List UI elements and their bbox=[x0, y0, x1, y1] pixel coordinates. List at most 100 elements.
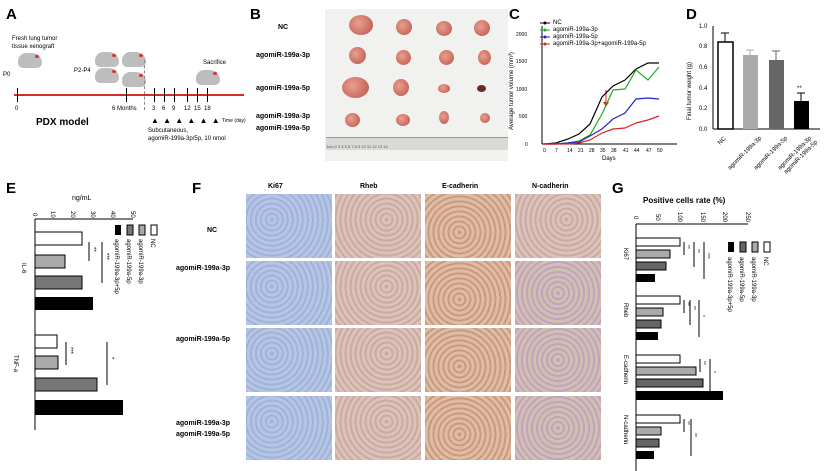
ruler: 1cm 2 3 4 5 6 7 8 9 10 11 12 13 14 bbox=[326, 137, 508, 150]
svg-text:0.6: 0.6 bbox=[699, 65, 708, 71]
bar-chart-e: 0 10 20 30 40 50 IL-6 TNF-a ** *** *** *… bbox=[12, 211, 158, 430]
ihc-image bbox=[425, 194, 511, 258]
ihc-image bbox=[335, 396, 421, 460]
chart-title: Positive cells rate (%) bbox=[643, 196, 726, 205]
svg-text:agomiR-199a-3p: agomiR-199a-3p bbox=[137, 239, 143, 284]
row-label: NC bbox=[278, 24, 289, 31]
pdx-model-label: PDX model bbox=[36, 117, 89, 128]
svg-text:TNF-a: TNF-a bbox=[12, 355, 18, 373]
panel-label-f: F bbox=[192, 180, 202, 197]
svg-text:0: 0 bbox=[632, 216, 638, 220]
tick-label: 0 bbox=[15, 106, 19, 112]
divider-dashed bbox=[144, 60, 145, 110]
injection-text-2: agomiR-199a-3p/5p, 10 nmol bbox=[148, 136, 226, 142]
sacrifice-label: Sacrifice bbox=[203, 60, 227, 66]
ihc-image bbox=[515, 194, 601, 258]
svg-text:NC: NC bbox=[149, 239, 155, 248]
svg-text:agomiR-199a-5p: agomiR-199a-5p bbox=[738, 257, 744, 302]
mouse-icon bbox=[122, 52, 146, 67]
svg-text:21: 21 bbox=[578, 148, 584, 154]
svg-text:**: ** bbox=[694, 249, 700, 253]
tick-label: 3 bbox=[152, 106, 156, 112]
svg-text:Rheb: Rheb bbox=[622, 303, 628, 318]
time-axis-label: Time (day) bbox=[222, 118, 246, 124]
svg-text:20: 20 bbox=[69, 211, 75, 218]
svg-text:NC: NC bbox=[762, 257, 768, 266]
svg-text:*: * bbox=[108, 357, 114, 360]
svg-text:**: ** bbox=[90, 247, 96, 252]
ihc-image bbox=[335, 261, 421, 325]
ihc-image bbox=[246, 261, 332, 325]
svg-text:**: ** bbox=[691, 433, 697, 437]
row-label: agomiR-199a-3p bbox=[256, 113, 311, 120]
svg-text:agomiR-199a-5p: agomiR-199a-5p bbox=[125, 239, 131, 284]
p2p4-label: P2-P4 bbox=[74, 68, 91, 74]
source-text-2: tissue xenograft bbox=[12, 44, 55, 50]
mouse-icon bbox=[95, 68, 119, 83]
bar-chart-d: 0.0 0.2 0.4 0.6 0.8 1.0 Final tumor weight (g… bbox=[687, 24, 820, 175]
svg-text:*: * bbox=[710, 371, 716, 373]
ihc-image bbox=[425, 396, 511, 460]
svg-text:40: 40 bbox=[109, 211, 115, 218]
svg-text:Average tumor volume (mm³): Average tumor volume (mm³) bbox=[509, 52, 515, 130]
panel-label-d: D bbox=[686, 6, 697, 23]
svg-text:***: *** bbox=[704, 253, 710, 259]
svg-text:0: 0 bbox=[543, 148, 546, 154]
svg-text:**: ** bbox=[684, 421, 690, 425]
tick-label: 6 bbox=[162, 106, 166, 112]
svg-text:**: ** bbox=[684, 245, 690, 249]
svg-text:agomiR-199a-3p+5p: agomiR-199a-3p+5p bbox=[113, 239, 119, 295]
svg-text:35: 35 bbox=[600, 148, 606, 154]
ihc-image bbox=[425, 261, 511, 325]
panel-label-a: A bbox=[6, 6, 17, 23]
svg-text:28: 28 bbox=[589, 148, 595, 154]
svg-text:**: ** bbox=[797, 86, 802, 92]
column-label: E-cadherin bbox=[442, 183, 479, 190]
row-label: agomiR-199a-5p bbox=[256, 85, 311, 92]
svg-text:0.2: 0.2 bbox=[699, 106, 708, 112]
svg-text:N-cadherin: N-cadherin bbox=[622, 415, 628, 444]
timeline-line bbox=[14, 94, 244, 96]
svg-text:50: 50 bbox=[129, 211, 135, 218]
row-label: NC bbox=[207, 227, 218, 234]
svg-text:0.0: 0.0 bbox=[699, 127, 708, 133]
injection-arrows-icon: ▲ ▲ ▲ ▲ ▲ ▲ bbox=[151, 116, 221, 125]
row-label: agomiR-199a-5p bbox=[176, 336, 231, 343]
row-label: agomiR-199a-5p bbox=[256, 125, 311, 132]
injection-text-1: Subcutaneous, bbox=[148, 128, 189, 134]
panel-label-g: G bbox=[612, 180, 624, 197]
svg-text:1500: 1500 bbox=[516, 59, 527, 65]
tick-label: 9 bbox=[172, 106, 176, 112]
unit-label: ng/mL bbox=[72, 195, 92, 202]
row-label: agomiR-199a-3p bbox=[176, 420, 231, 427]
svg-text:50: 50 bbox=[657, 148, 663, 154]
svg-text:0.8: 0.8 bbox=[699, 44, 708, 50]
svg-text:0: 0 bbox=[525, 142, 528, 148]
panel-label-c: C bbox=[509, 6, 520, 23]
svg-text:NC: NC bbox=[717, 136, 728, 147]
ihc-image bbox=[246, 194, 332, 258]
svg-text:Ki67: Ki67 bbox=[622, 248, 628, 261]
tick-label: 6 Months bbox=[112, 106, 137, 112]
svg-text:150: 150 bbox=[699, 212, 705, 223]
legend-item: agomiR-199a-3p bbox=[553, 27, 598, 33]
svg-text:100: 100 bbox=[676, 212, 682, 223]
ihc-image bbox=[246, 328, 332, 392]
tick-label: 18 bbox=[204, 106, 211, 112]
svg-text:41: 41 bbox=[623, 148, 629, 154]
mouse-icon bbox=[122, 72, 146, 87]
tick-label: 12 bbox=[184, 106, 191, 112]
svg-text:200: 200 bbox=[721, 212, 727, 223]
column-label: Ki67 bbox=[268, 183, 283, 190]
ihc-image bbox=[335, 194, 421, 258]
bar-chart-g: 0 50 100 150 200 250 Ki67 Rheb E-cadheri… bbox=[622, 212, 771, 471]
svg-text:*: * bbox=[699, 315, 705, 317]
svg-text:30: 30 bbox=[89, 211, 95, 218]
svg-text:agomiR-199a-3p: agomiR-199a-3p bbox=[750, 257, 756, 302]
svg-text:Final tumor weight (g): Final tumor weight (g) bbox=[687, 62, 693, 120]
ihc-image bbox=[335, 328, 421, 392]
svg-text:2000: 2000 bbox=[516, 32, 527, 38]
row-label: agomiR-199a-3p bbox=[256, 52, 311, 59]
svg-text:***: *** bbox=[67, 347, 73, 355]
mouse-icon bbox=[95, 52, 119, 67]
